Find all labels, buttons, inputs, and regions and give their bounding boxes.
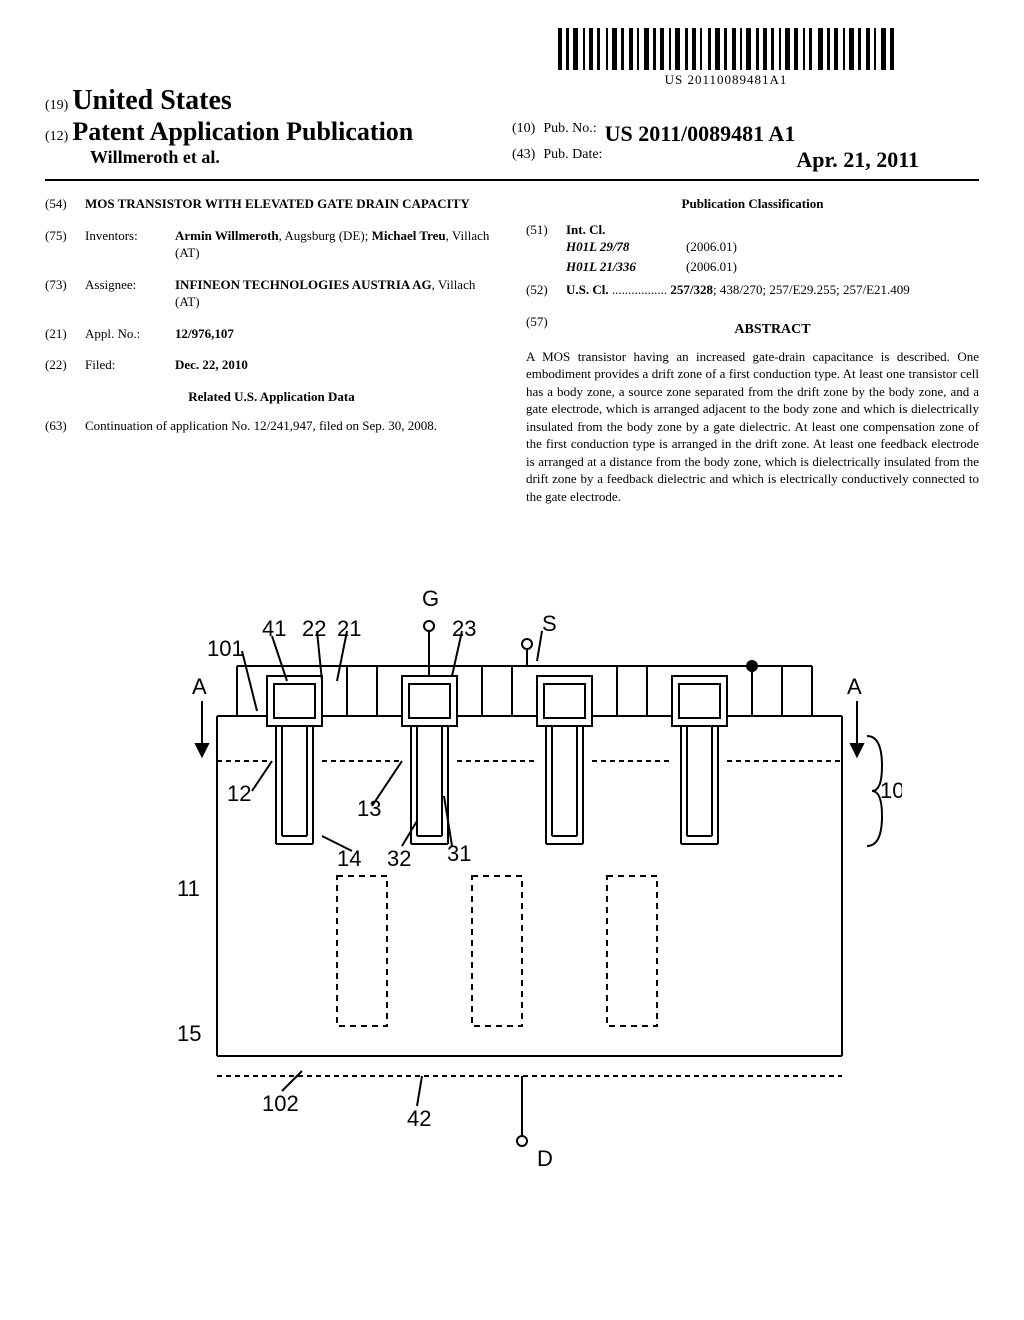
barcode <box>558 28 894 70</box>
f52-label: U.S. Cl. <box>566 282 609 297</box>
inventor-2: Michael Treu <box>372 228 446 243</box>
intcl-code-1: H01L 21/336 <box>566 258 686 276</box>
left-column: (54) MOS TRANSISTOR WITH ELEVATED GATE D… <box>45 195 498 506</box>
pub-class-header: Publication Classification <box>526 195 979 213</box>
f63-num: (63) <box>45 417 85 435</box>
figure-container: G S D A A 101 41 22 21 23 12 13 14 32 31… <box>45 536 979 1221</box>
fig-label-102: 102 <box>262 1091 299 1116</box>
f52-num: (52) <box>526 281 566 299</box>
field-51: (51) Int. Cl. H01L 29/78 (2006.01) H01L … <box>526 221 979 278</box>
field-63: (63) Continuation of application No. 12/… <box>45 417 498 435</box>
pub-no-label: Pub. No.: <box>543 121 596 147</box>
int-cl: Int. Cl. H01L 29/78 (2006.01) H01L 21/33… <box>566 221 979 278</box>
header-right: (10) Pub. No.: US 2011/0089481 A1 (43) P… <box>512 85 979 173</box>
field-73: (73) Assignee: INFINEON TECHNOLOGIES AUS… <box>45 276 498 311</box>
pub-date-row: (43) Pub. Date: Apr. 21, 2011 <box>512 147 979 173</box>
country: United States <box>72 85 231 116</box>
intcl-year-1: (2006.01) <box>686 258 737 276</box>
related-header: Related U.S. Application Data <box>45 388 498 406</box>
f73-label: Assignee: <box>85 276 175 311</box>
abstract-text: A MOS transistor having an increased gat… <box>526 348 979 506</box>
header-10-num: (10) <box>512 121 535 147</box>
assignee: INFINEON TECHNOLOGIES AUSTRIA AG, Villac… <box>175 276 498 311</box>
fig-label-22: 22 <box>302 616 326 641</box>
f21-num: (21) <box>45 325 85 343</box>
publication-type: Patent Application Publication <box>72 117 413 146</box>
line-19: (19) United States <box>45 85 512 117</box>
right-column: Publication Classification (51) Int. Cl.… <box>526 195 979 506</box>
fig-label-13: 13 <box>357 796 381 821</box>
f75-num: (75) <box>45 227 85 262</box>
f52-secondary: ; 438/270; 257/E29.255; 257/E21.409 <box>713 282 910 297</box>
barcode-number: US 20110089481A1 <box>558 72 894 88</box>
fig-label-100: 100 <box>880 778 902 803</box>
field-75: (75) Inventors: Armin Willmeroth, Augsbu… <box>45 227 498 262</box>
fig-label-S: S <box>542 611 557 636</box>
f52-dots: ................. <box>609 282 671 297</box>
line-12: (12) Patent Application Publication <box>45 117 512 147</box>
inventor-1: Armin Willmeroth <box>175 228 279 243</box>
header-43-num: (43) <box>512 147 535 173</box>
f21-label: Appl. No.: <box>85 325 175 343</box>
fig-label-101: 101 <box>207 636 244 661</box>
field-21: (21) Appl. No.: 12/976,107 <box>45 325 498 343</box>
field-54: (54) MOS TRANSISTOR WITH ELEVATED GATE D… <box>45 195 498 213</box>
f22-num: (22) <box>45 356 85 374</box>
f75-label: Inventors: <box>85 227 175 262</box>
filed-date: Dec. 22, 2010 <box>175 356 498 374</box>
header-rule <box>45 179 979 181</box>
fig-label-21: 21 <box>337 616 361 641</box>
f51-num: (51) <box>526 221 566 278</box>
f73-num: (73) <box>45 276 85 311</box>
inventors: Armin Willmeroth, Augsburg (DE); Michael… <box>175 227 498 262</box>
field-22: (22) Filed: Dec. 22, 2010 <box>45 356 498 374</box>
fig-label-A-left: A <box>192 674 207 699</box>
fig-label-D: D <box>537 1146 553 1171</box>
intcl-year-0: (2006.01) <box>686 238 737 256</box>
header-left: (19) United States (12) Patent Applicati… <box>45 85 512 168</box>
f51-label: Int. Cl. <box>566 221 979 239</box>
f54-num: (54) <box>45 195 85 213</box>
content-columns: (54) MOS TRANSISTOR WITH ELEVATED GATE D… <box>45 195 979 506</box>
fig-label-23: 23 <box>452 616 476 641</box>
header-19-num: (19) <box>45 98 68 113</box>
header-12-num: (12) <box>45 129 68 144</box>
fig-label-42: 42 <box>407 1106 431 1131</box>
pub-no-row: (10) Pub. No.: US 2011/0089481 A1 <box>512 121 979 147</box>
invention-title: MOS TRANSISTOR WITH ELEVATED GATE DRAIN … <box>85 195 498 213</box>
field-52: (52) U.S. Cl. ................. 257/328;… <box>526 281 979 299</box>
pub-date: Apr. 21, 2011 <box>796 147 919 173</box>
us-cl: U.S. Cl. ................. 257/328; 438/… <box>566 281 979 299</box>
fig-label-31: 31 <box>447 841 471 866</box>
fig-label-14: 14 <box>337 846 361 871</box>
intcl-row-1: H01L 21/336 (2006.01) <box>566 258 979 276</box>
f57-num: (57) <box>526 313 566 348</box>
patent-figure: G S D A A 101 41 22 21 23 12 13 14 32 31… <box>122 536 902 1216</box>
inventor-1-loc: , Augsburg (DE); <box>279 228 372 243</box>
abstract-header: ABSTRACT <box>566 321 979 340</box>
fig-label-41: 41 <box>262 616 286 641</box>
fig-label-12: 12 <box>227 781 251 806</box>
fig-label-11: 11 <box>177 876 200 901</box>
fig-label-G: G <box>422 586 439 611</box>
barcode-region: US 20110089481A1 <box>558 28 894 88</box>
header: (19) United States (12) Patent Applicati… <box>45 85 979 173</box>
f22-label: Filed: <box>85 356 175 374</box>
authors: Willmeroth et al. <box>90 147 512 168</box>
continuation: Continuation of application No. 12/241,9… <box>85 417 498 435</box>
intcl-row-0: H01L 29/78 (2006.01) <box>566 238 979 256</box>
fig-label-A-right: A <box>847 674 862 699</box>
appl-no: 12/976,107 <box>175 325 498 343</box>
pub-no: US 2011/0089481 A1 <box>605 121 796 147</box>
intcl-code-0: H01L 29/78 <box>566 238 686 256</box>
f52-primary: 257/328 <box>670 282 713 297</box>
fig-label-32: 32 <box>387 846 411 871</box>
assignee-name: INFINEON TECHNOLOGIES AUSTRIA AG <box>175 277 432 292</box>
fig-label-15: 15 <box>177 1021 201 1046</box>
pub-date-label: Pub. Date: <box>543 147 602 173</box>
field-57: (57) ABSTRACT <box>526 313 979 348</box>
